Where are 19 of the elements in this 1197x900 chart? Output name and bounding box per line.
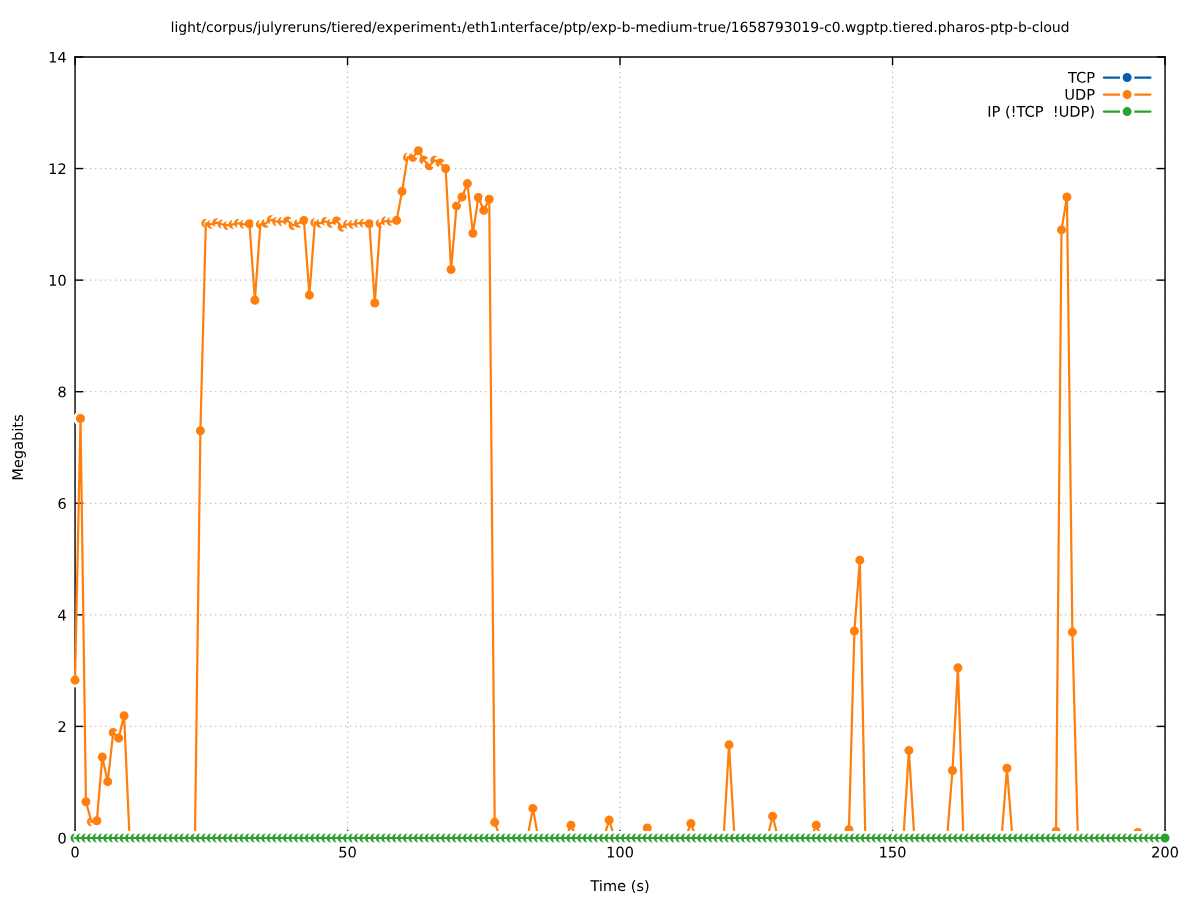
x-tick-label: 50 bbox=[339, 846, 356, 858]
legend-label: IP (!TCP !UDP) bbox=[988, 105, 1094, 119]
y-tick-label: 6 bbox=[58, 497, 66, 510]
x-tick-label: 0 bbox=[71, 846, 79, 858]
y-tick-label: 4 bbox=[58, 609, 66, 621]
y-tick-label: 10 bbox=[49, 274, 66, 286]
y-tick-label: 14 bbox=[49, 51, 66, 63]
legend-label: TCP bbox=[1067, 71, 1095, 83]
x-tick-label: 100 bbox=[607, 846, 633, 858]
x-tick-label: 200 bbox=[1152, 846, 1178, 858]
y-tick-label: 0 bbox=[58, 832, 66, 844]
y-tick-label: 2 bbox=[58, 721, 66, 732]
y-axis-title: Megabits bbox=[11, 415, 26, 480]
x-tick-label: 150 bbox=[880, 846, 906, 858]
legend-label: UDP bbox=[1065, 89, 1095, 100]
chart-title: light/corpus/julyreruns/tiered/experiment₁/eth1ᵢnterface/ptp/exp-b-medium-true/1658793019-c0.wgptp.tiered.pharos-ptp-b-cloud bbox=[171, 21, 1069, 35]
x-axis-title: Time (s) bbox=[590, 879, 649, 893]
y-tick-label: 8 bbox=[58, 386, 66, 398]
y-tick-label: 12 bbox=[49, 163, 66, 175]
